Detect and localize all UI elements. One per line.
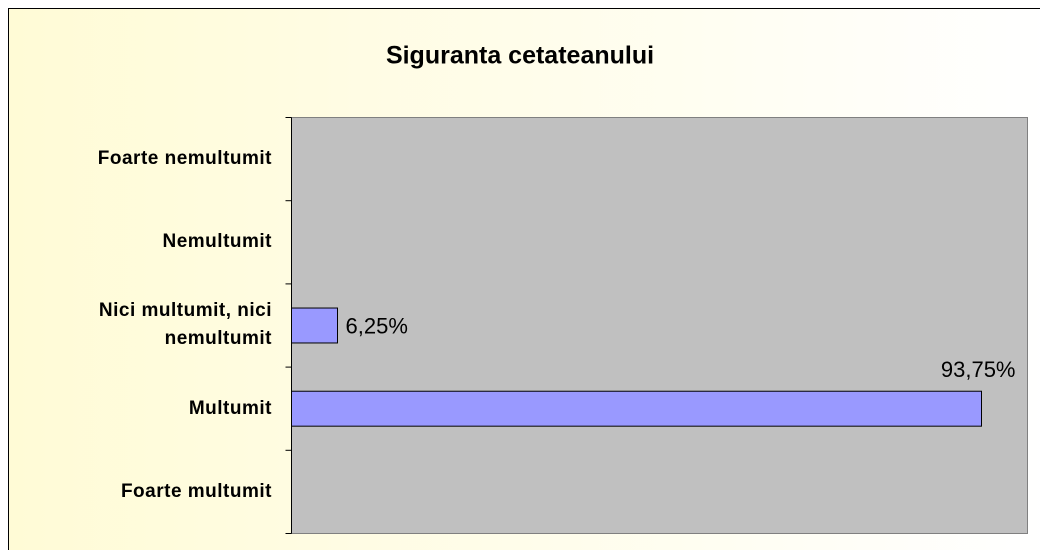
- bar: [291, 390, 982, 427]
- chart-title: Siguranta cetateanului: [386, 42, 654, 70]
- y-tick-label: Nemultumit: [162, 231, 272, 253]
- plot-area: [291, 117, 1028, 534]
- data-label: 6,25%: [346, 313, 408, 338]
- y-tick-label: Nici multumit, nici nemultumit: [98, 300, 272, 350]
- bar: [291, 307, 338, 344]
- y-tick-label: Foarte nemultumit: [97, 148, 272, 169]
- data-label: 93,75%: [941, 357, 1016, 382]
- y-tick-label: Foarte multumit: [120, 480, 272, 502]
- y-tick-label: Multumit: [188, 397, 272, 419]
